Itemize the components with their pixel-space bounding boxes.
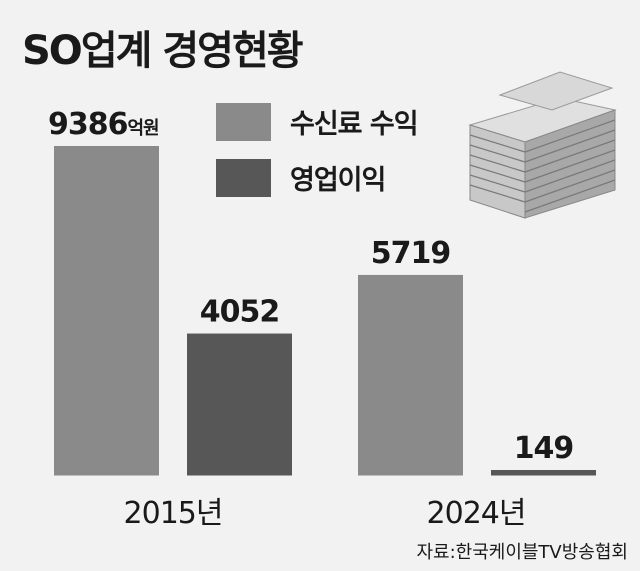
value-label-revenue-2024년: 5719 — [371, 236, 451, 271]
value-label-profit-2015년: 4052 — [200, 295, 280, 330]
building-icon — [468, 71, 617, 219]
bar-revenue-2024년 — [358, 274, 463, 476]
bar-profit-2024년 — [491, 470, 596, 476]
category-label-2024: 2024년 — [427, 496, 526, 531]
chart-title: SO업계 경영현황 — [22, 28, 303, 74]
legend-swatch-profit — [216, 159, 271, 197]
category-label-2015: 2015년 — [124, 496, 223, 531]
legend-label-revenue: 수신료 수익 — [290, 109, 418, 140]
legend-label-profit: 영업이익 — [290, 165, 385, 196]
bar-profit-2015년 — [187, 333, 292, 476]
bar-revenue-2015년 — [54, 146, 159, 476]
value-label-revenue-2015년: 9386억원 — [48, 107, 159, 142]
unit-label: 억원 — [128, 118, 159, 139]
legend-swatch-revenue — [216, 103, 271, 141]
source-note: 자료:한국케이블TV방송협회 — [416, 542, 628, 563]
value-label-profit-2024년: 149 — [514, 431, 574, 466]
